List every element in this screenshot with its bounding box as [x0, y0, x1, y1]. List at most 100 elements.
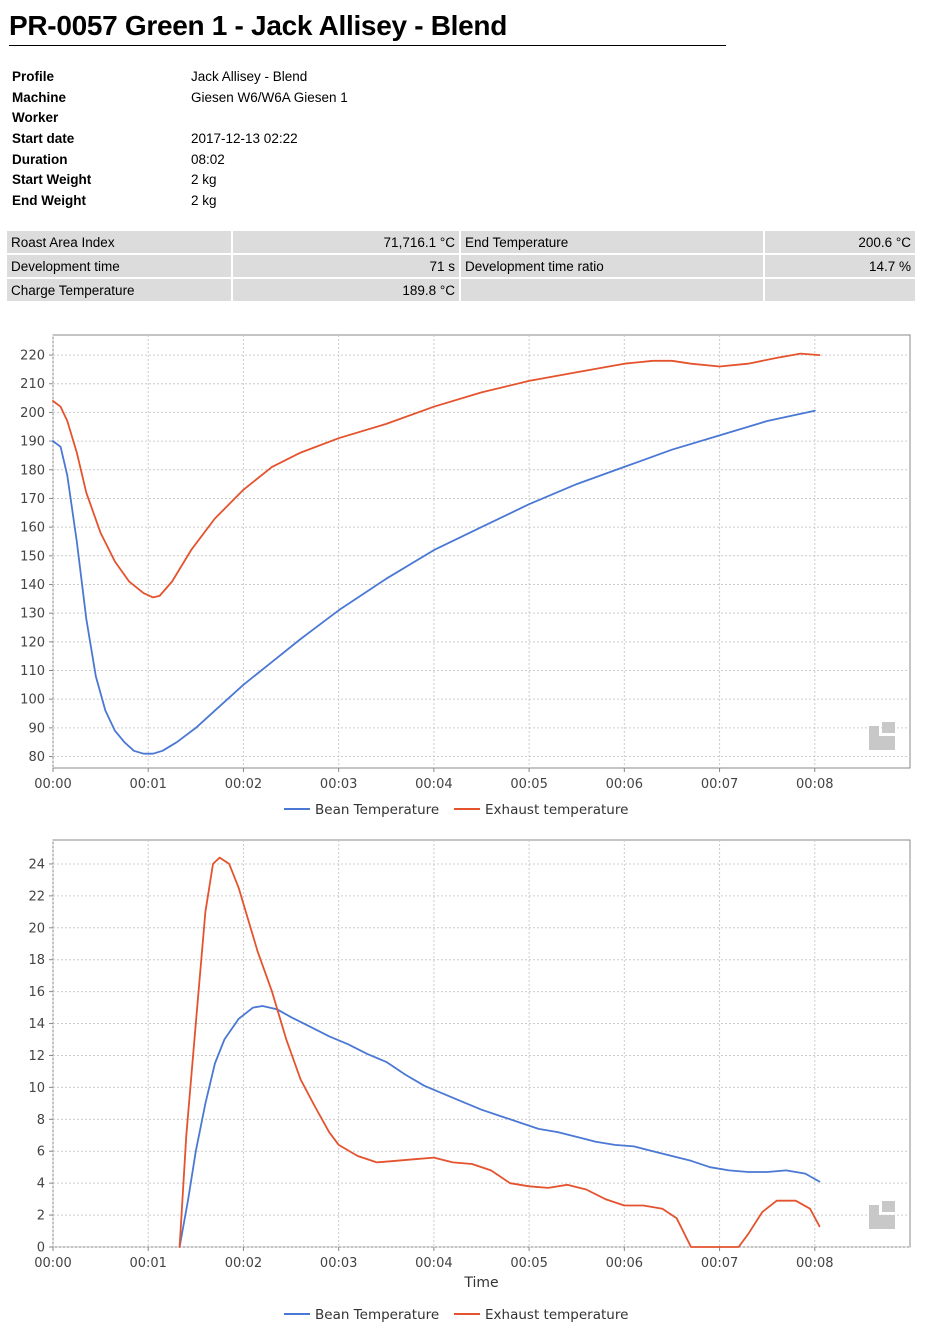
info-label: Machine — [12, 89, 67, 105]
stat-value: 189.8 °C — [233, 279, 459, 301]
y-tick-label: 0 — [37, 1241, 45, 1256]
x-tick-label: 00:07 — [701, 1256, 738, 1271]
watermark-logo-icon — [869, 1201, 895, 1229]
temperature-chart: 80 90 100 110 120 130 140 150 160 170 180 190 200 210… — [20, 334, 911, 818]
y-tick-label: 80 — [28, 750, 45, 765]
legend-label: Bean Temperature — [315, 1307, 439, 1323]
y-tick-label: 200 — [20, 406, 45, 421]
info-value: 2 kg — [191, 172, 217, 188]
x-tick-label: 00:06 — [606, 1256, 643, 1271]
y-tick-label: 6 — [37, 1145, 45, 1160]
watermark-logo-part — [869, 726, 895, 750]
y-tick-label: 180 — [20, 463, 45, 478]
plot-area — [52, 334, 911, 769]
x-tick-label: 00:03 — [320, 1256, 357, 1271]
x-tick-label: 00:05 — [510, 777, 547, 792]
y-tick-label: 160 — [20, 521, 45, 536]
watermark-logo-part — [882, 722, 895, 733]
series-line-bean-temperature — [178, 1005, 821, 1248]
x-tick-label: 00:08 — [796, 777, 833, 792]
y-tick-label: 2 — [37, 1209, 45, 1224]
x-tick-label: 00:06 — [606, 777, 643, 792]
info-value: 08:02 — [191, 151, 225, 167]
info-label: Start Weight — [12, 172, 92, 188]
legend-label: Exhaust temperature — [485, 1307, 628, 1323]
y-tick-label: 130 — [20, 607, 45, 622]
stat-value: 200.6 °C — [765, 231, 915, 253]
stat-value: 71 s — [233, 255, 459, 277]
y-tick-label: 210 — [20, 377, 45, 392]
page-title: PR-0057 Green 1 - Jack Allisey - Blend — [9, 10, 508, 41]
y-tick-label: 150 — [20, 549, 45, 564]
x-axis-label: Time — [463, 1275, 498, 1291]
x-tick-label: 00:01 — [129, 1256, 166, 1271]
y-tick-label: 24 — [28, 857, 45, 872]
temperature-chart-panel: 80 90 100 110 120 130 140 150 160 170 180 190 200 210… — [0, 320, 931, 835]
x-tick-label: 00:00 — [34, 1256, 71, 1271]
info-row: Machine Giesen W6/W6A Giesen 1 — [12, 87, 348, 108]
y-tick-label: 120 — [20, 635, 45, 650]
stat-label: Roast Area Index — [7, 231, 231, 253]
x-tick-label: 00:00 — [34, 777, 71, 792]
roast-info-table: Profile Jack Allisey - Blend Machine Giesen… — [12, 66, 348, 211]
roast-stats-table: Roast Area Index 71,716.1 °C End Temperatu… — [7, 231, 915, 301]
y-tick-label: 16 — [28, 985, 45, 1000]
rate-of-rise-chart-panel: 0 2 4 6 8 10 12 14 16 18 20 22 24 00:00 00:01 00:02 00:0… — [0, 828, 931, 1333]
stat-value: 71,716.1 °C — [233, 231, 459, 253]
legend-label: Bean Temperature — [315, 802, 439, 818]
y-tick-label: 20 — [28, 921, 45, 936]
info-label: Start date — [12, 130, 75, 146]
info-value: Giesen W6/W6A Giesen 1 — [191, 89, 348, 105]
info-row: Worker — [12, 107, 348, 128]
x-tick-label: 00:02 — [225, 777, 262, 792]
stat-value: 14.7 % — [765, 255, 915, 277]
watermark-logo-part — [882, 1201, 895, 1212]
watermark-logo-icon — [869, 722, 895, 750]
y-tick-label: 8 — [37, 1113, 45, 1128]
info-value: 2 kg — [191, 192, 217, 208]
info-label: End Weight — [12, 192, 86, 208]
x-tick-label: 00:07 — [701, 777, 738, 792]
info-label: Worker — [12, 110, 59, 126]
y-tick-label: 22 — [28, 889, 45, 904]
info-value: Jack Allisey - Blend — [191, 68, 308, 84]
info-row: Duration 08:02 — [12, 149, 348, 170]
y-tick-label: 170 — [20, 492, 45, 507]
x-tick-label: 00:01 — [129, 777, 166, 792]
stat-label — [461, 279, 763, 301]
y-tick-label: 140 — [20, 578, 45, 593]
series-line-exhaust-temperature — [52, 352, 821, 599]
stat-label: End Temperature — [461, 231, 763, 253]
y-tick-label: 4 — [37, 1177, 45, 1192]
x-tick-label: 00:03 — [320, 777, 357, 792]
y-tick-label: 18 — [28, 953, 45, 968]
series-line-exhaust-temperature — [178, 856, 821, 1248]
info-label: Profile — [12, 68, 55, 84]
stat-label: Charge Temperature — [7, 279, 231, 301]
x-tick-label: 00:08 — [796, 1256, 833, 1271]
x-tick-label: 00:04 — [415, 777, 452, 792]
x-tick-label: 00:04 — [415, 1256, 452, 1271]
y-tick-label: 14 — [28, 1017, 45, 1032]
x-tick-label: 00:05 — [510, 1256, 547, 1271]
info-row: End Weight 2 kg — [12, 190, 348, 211]
info-row: Start Weight 2 kg — [12, 169, 348, 190]
y-tick-label: 12 — [28, 1049, 45, 1064]
legend-label: Exhaust temperature — [485, 802, 628, 818]
y-tick-label: 10 — [28, 1081, 45, 1096]
series-line-bean-temperature — [52, 409, 816, 755]
stat-label: Development time ratio — [461, 255, 763, 277]
y-tick-label: 100 — [20, 693, 45, 708]
info-row: Start date 2017-12-13 02:22 — [12, 128, 348, 149]
info-label: Duration — [12, 151, 68, 167]
y-tick-label: 110 — [20, 664, 45, 679]
y-tick-label: 90 — [28, 721, 45, 736]
y-tick-label: 220 — [20, 349, 45, 364]
plot-area — [52, 839, 911, 1248]
title-rule — [9, 45, 726, 46]
watermark-logo-part — [869, 1205, 895, 1229]
info-row: Profile Jack Allisey - Blend — [12, 66, 348, 87]
info-value: 2017-12-13 02:22 — [191, 130, 298, 146]
stat-label: Development time — [7, 255, 231, 277]
